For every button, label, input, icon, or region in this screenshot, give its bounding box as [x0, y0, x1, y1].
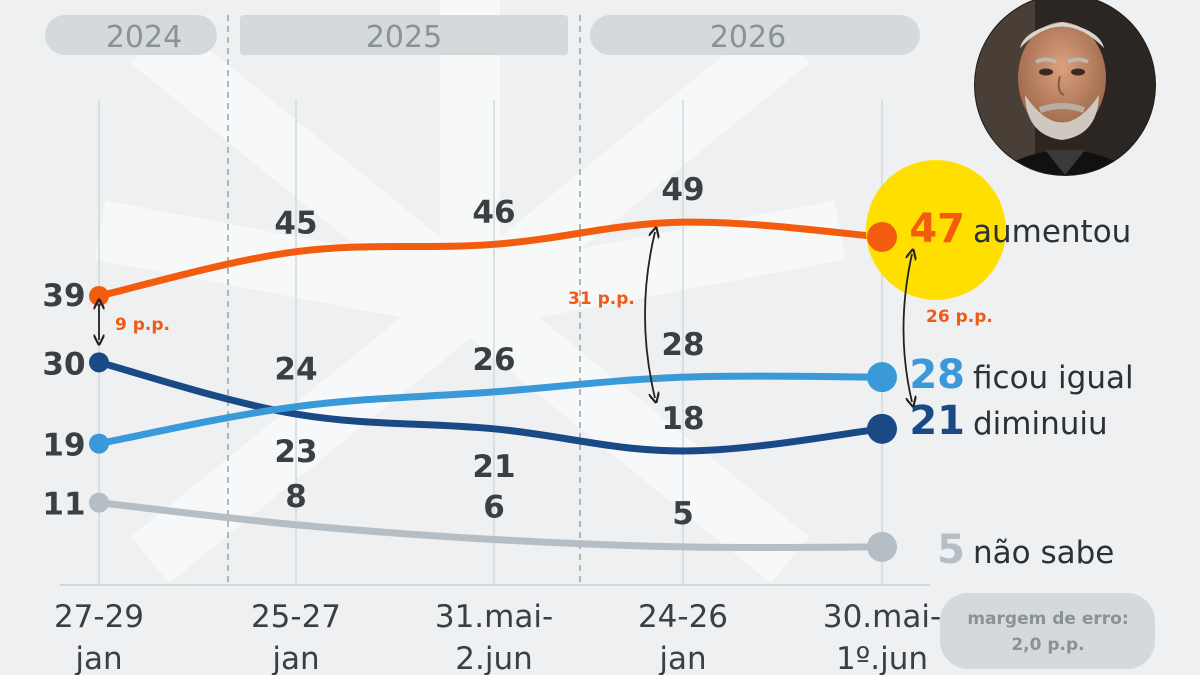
- year-pill-2025: [240, 15, 568, 55]
- x-tick-label-line2: jan: [74, 641, 122, 675]
- point-start-nao_sabe: [89, 492, 109, 513]
- point-end-ficou_igual: [867, 362, 897, 393]
- value-label-ficou_igual: 24: [274, 352, 317, 388]
- value-label-nao_sabe: 6: [483, 490, 505, 526]
- x-tick-label-line2: jan: [271, 641, 319, 675]
- legend-value-diminuiu: 21: [909, 398, 965, 444]
- series-line-ficou_igual: [95, 372, 886, 448]
- x-tick-label: 31.mai-: [435, 599, 553, 635]
- legend-value-nao_sabe: 5: [937, 527, 965, 573]
- x-tick-label: 24-26: [638, 599, 728, 635]
- margin-line2: 2,0 p.p.: [1011, 635, 1084, 655]
- person-photo: [974, 0, 1156, 176]
- endpoint-layer: [867, 221, 897, 562]
- point-start-aumentou: [89, 285, 109, 306]
- x-tick-label-line2: jan: [658, 641, 706, 675]
- x-tick-label-line2: 1º.jun: [836, 641, 928, 675]
- value-label-ficou_igual: 28: [661, 327, 704, 363]
- point-start-diminuiu: [89, 352, 109, 373]
- value-label-aumentou: 46: [472, 194, 515, 230]
- gap-arrow-31pp: [644, 232, 655, 398]
- value-label-diminuiu: 21: [472, 449, 515, 485]
- value-label-aumentou: 49: [661, 172, 704, 208]
- value-label-nao_sabe: 8: [285, 479, 307, 515]
- year-label-2026: 2026: [710, 20, 786, 55]
- value-label-nao_sabe: 5: [672, 496, 694, 532]
- background-rays: [94, 0, 846, 584]
- value-label-nao_sabe: 11: [42, 487, 85, 523]
- point-start-ficou_igual: [89, 433, 109, 454]
- x-tick-label: 25-27: [251, 599, 341, 635]
- year-label-2025: 2025: [366, 20, 442, 55]
- year-label-2024: 2024: [106, 20, 182, 55]
- value-label-aumentou: 39: [42, 278, 85, 314]
- highlight-circle: [866, 160, 1006, 300]
- value-label-diminuiu: 23: [274, 434, 317, 470]
- legend-value-aumentou: 47: [909, 206, 965, 252]
- series-line-diminuiu: [95, 358, 886, 455]
- value-label-aumentou: 45: [274, 206, 317, 242]
- year-pill-2024: [45, 15, 217, 55]
- value-label-ficou_igual: 19: [42, 428, 85, 464]
- legend-label-aumentou: aumentou: [973, 214, 1131, 250]
- gap-label-9pp: 9 p.p.: [115, 315, 170, 335]
- value-labels: 39 45 46 49 19 24 26 28 30 23 21 18 11 8 6 5: [42, 172, 704, 532]
- legend-label-ficou_igual: ficou igual: [973, 360, 1134, 396]
- margin-of-error-note: margem de erro: 2,0 p.p.: [940, 593, 1155, 669]
- year-pill-2026: [590, 15, 920, 55]
- gap-label-26pp: 26 p.p.: [926, 307, 993, 327]
- value-label-ficou_igual: 26: [472, 342, 515, 378]
- difference-annotations: 9 p.p. 31 p.p. 26 p.p.: [99, 232, 993, 402]
- value-label-diminuiu: 18: [661, 401, 704, 437]
- series-line-aumentou: [95, 218, 886, 300]
- year-separators: [227, 15, 581, 585]
- legend-value-ficou_igual: 28: [909, 352, 965, 398]
- gap-label-31pp: 31 p.p.: [568, 289, 635, 309]
- value-label-diminuiu: 30: [42, 346, 85, 382]
- legend-label-nao_sabe: não sabe: [973, 535, 1114, 571]
- point-end-aumentou: [867, 221, 897, 252]
- x-tick-label: 27-29: [54, 599, 144, 635]
- margin-pill: [940, 593, 1155, 669]
- series-layer: [89, 218, 886, 551]
- gap-arrow-26pp: [902, 254, 913, 402]
- point-end-nao_sabe: [867, 531, 897, 562]
- year-header: 2024 2025 2026: [45, 15, 920, 55]
- x-tick-labels: 27-29 jan 25-27 jan 31.mai- 2.jun 24-26 jan 30.m…: [54, 599, 941, 675]
- x-tick-label: 30.mai-: [823, 599, 941, 635]
- legend-label-diminuiu: diminuiu: [973, 406, 1108, 442]
- margin-line1: margem de erro:: [967, 609, 1128, 629]
- x-tick-label-line2: 2.jun: [455, 641, 533, 675]
- point-end-diminuiu: [867, 413, 897, 444]
- series-line-nao_sabe: [95, 499, 886, 551]
